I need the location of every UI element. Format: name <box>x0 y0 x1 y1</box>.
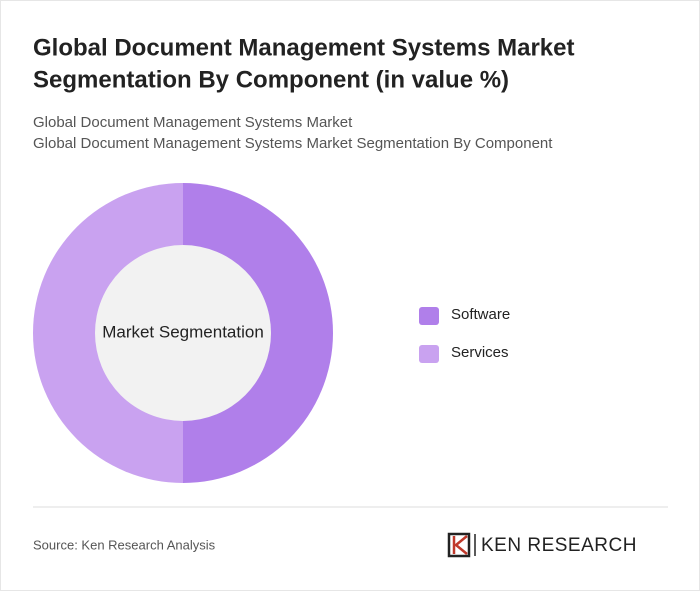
donut-hole <box>95 245 271 421</box>
chart-subtitle: Global Document Management Systems Marke… <box>33 135 553 152</box>
chart-subtitle: Global Document Management Systems Marke… <box>33 114 353 131</box>
legend-label: Services <box>451 344 509 361</box>
legend: Software Services <box>419 306 510 363</box>
source: Source: Ken Research Analysis <box>33 537 216 552</box>
chart-title: Segmentation By Component (in value %) <box>33 66 509 93</box>
legend-swatch <box>419 307 439 325</box>
legend-label: Software <box>451 306 510 323</box>
logo-text: KEN RESEARCH <box>481 535 637 556</box>
logo-icon <box>447 532 476 558</box>
legend-swatch <box>419 345 439 363</box>
center-label: Market Segmentation <box>102 322 264 341</box>
chart-title: Global Document Management Systems Marke… <box>33 34 574 61</box>
